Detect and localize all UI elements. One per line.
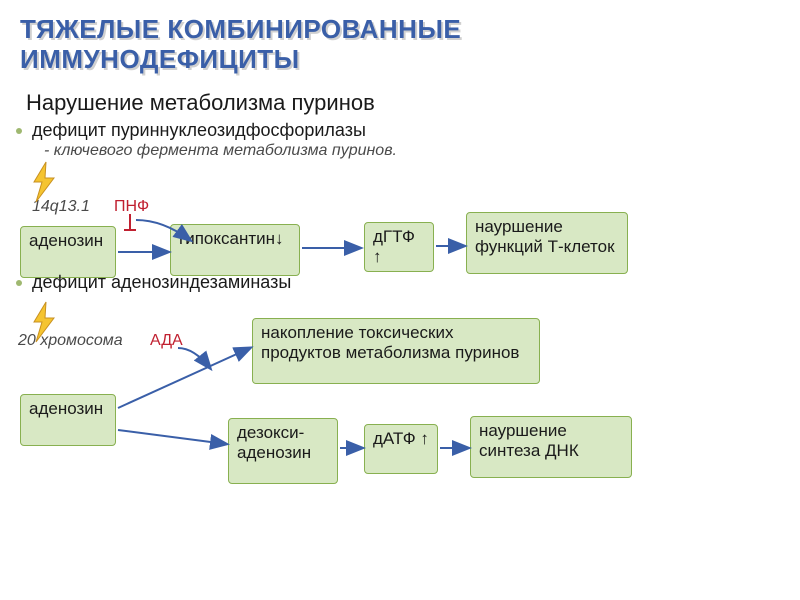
lightning-icon-1 xyxy=(28,160,62,204)
lightning-icon-2 xyxy=(28,300,62,344)
arrows-svg xyxy=(0,0,800,600)
